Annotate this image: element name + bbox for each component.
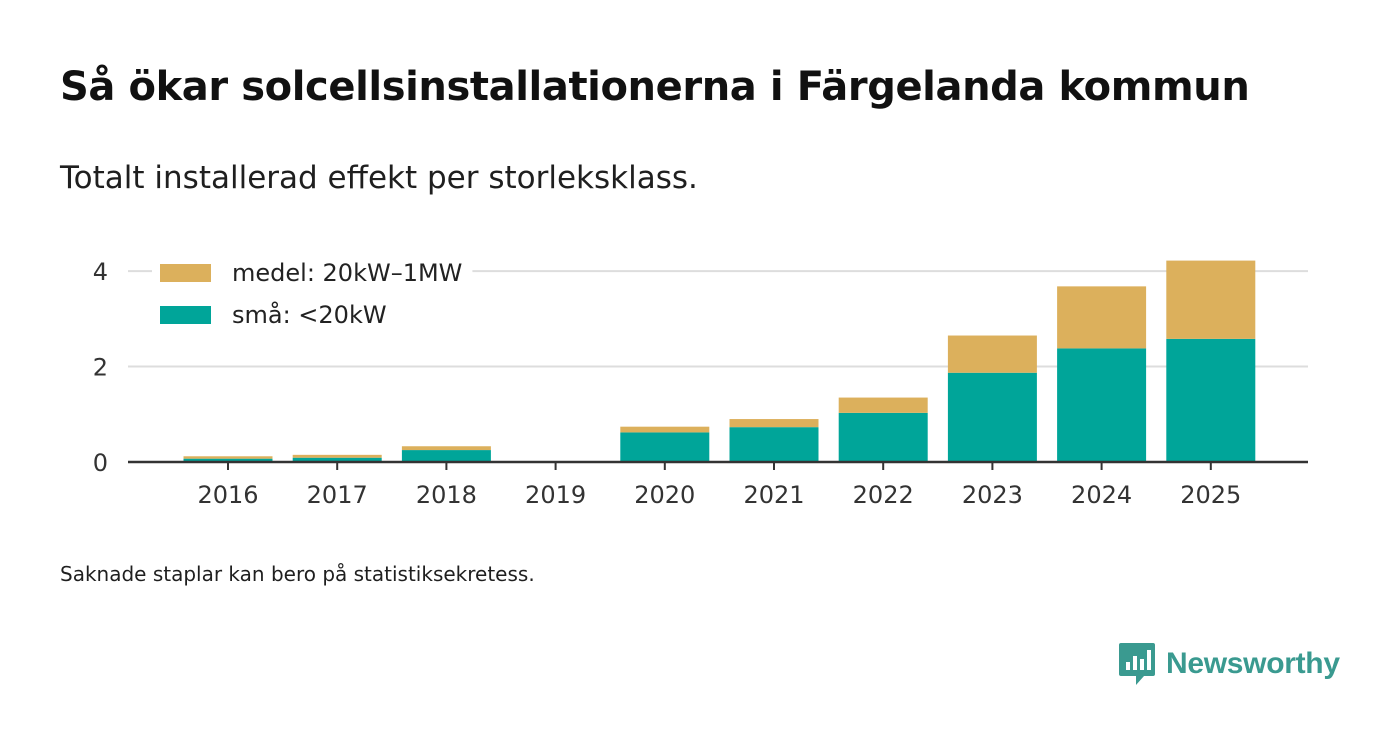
bar-2025-medel xyxy=(1166,260,1256,339)
bar-2017-medel xyxy=(292,454,382,458)
x-tick-label: 2023 xyxy=(962,481,1023,509)
chart-subtitle: Totalt installerad effekt per storlekskl… xyxy=(60,160,698,196)
bar-2017-små xyxy=(292,457,382,462)
y-tick-label: 0 xyxy=(93,449,108,477)
x-tick-label: 2021 xyxy=(743,481,804,509)
y-tick-label: 2 xyxy=(93,354,108,382)
newsworthy-logo[interactable]: Newsworthy xyxy=(1118,642,1340,686)
x-tick-label: 2017 xyxy=(307,481,368,509)
x-tick-label: 2024 xyxy=(1071,481,1132,509)
bar-2022-små xyxy=(838,412,928,462)
x-tick-label: 2016 xyxy=(197,481,258,509)
x-tick-label: 2019 xyxy=(525,481,586,509)
newsworthy-logo-icon xyxy=(1119,643,1155,685)
stacked-bar-chart: 0 2 4 2016 2017 2018 2019 2020 2021 2022 2023 2024 2… xyxy=(92,258,1308,509)
bar-2016-medel xyxy=(183,456,273,459)
bar-2022-medel xyxy=(838,397,928,413)
bar-2020-små xyxy=(620,432,710,462)
legend-label: medel: 20kW–1MW xyxy=(232,259,462,287)
newsworthy-logo-text: Newsworthy xyxy=(1166,647,1340,680)
y-tick-label: 4 xyxy=(93,258,108,286)
bar-2025-små xyxy=(1166,338,1256,462)
bar-2020-medel xyxy=(620,426,710,433)
bar-2021-medel xyxy=(729,419,819,428)
x-tick-label: 2022 xyxy=(853,481,914,509)
bar-2018-små xyxy=(401,450,491,462)
legend-swatch xyxy=(160,306,211,324)
legend-swatch xyxy=(160,264,211,282)
footnote: Saknade staplar kan bero på statistiksek… xyxy=(60,562,535,586)
x-tick-label: 2025 xyxy=(1180,481,1241,509)
x-tick-label: 2018 xyxy=(416,481,477,509)
bar-2024-medel xyxy=(1057,286,1147,349)
bar-2021-små xyxy=(729,427,819,462)
bar-2023-medel xyxy=(947,335,1037,373)
chart-title: Så ökar solcellsinstallationerna i Färge… xyxy=(60,64,1250,110)
bar-2016-små xyxy=(183,458,273,462)
x-tick-label: 2020 xyxy=(634,481,695,509)
bar-2024-små xyxy=(1057,348,1147,462)
bar-2018-medel xyxy=(401,446,491,451)
bar-2023-små xyxy=(947,372,1037,462)
legend-label: små: <20kW xyxy=(232,300,387,329)
